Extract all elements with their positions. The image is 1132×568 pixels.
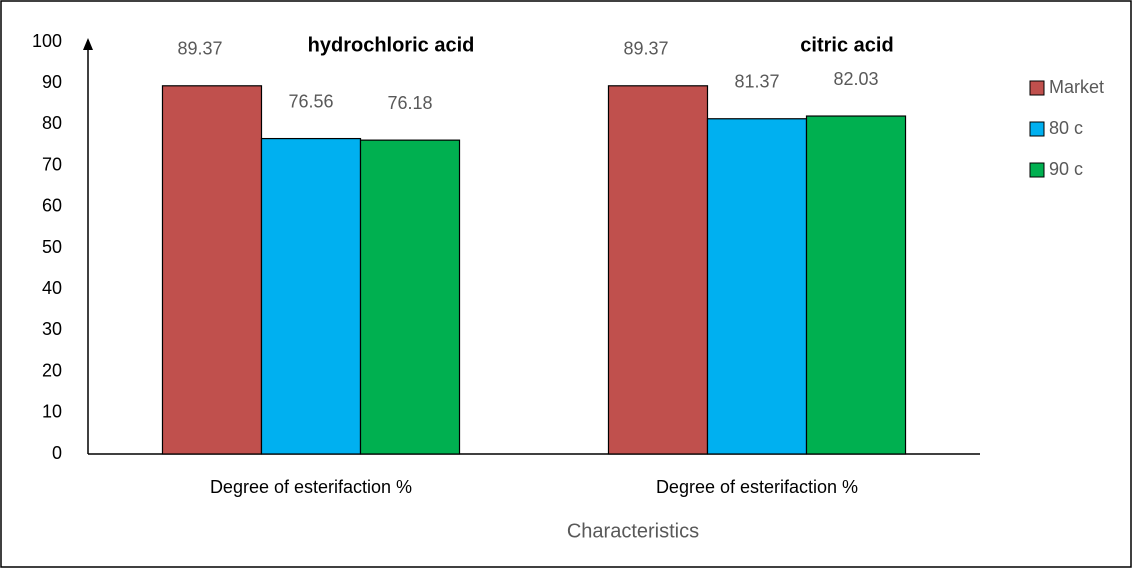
y-axis-arrow [83, 38, 93, 50]
y-tick-label: 20 [42, 360, 62, 380]
bar [359, 139, 461, 455]
y-tick-label: 60 [42, 196, 62, 216]
x-tick-label: Degree of esterifaction % [656, 477, 858, 497]
y-tick-label: 40 [42, 278, 62, 298]
y-tick-label: 30 [42, 319, 62, 339]
bar [260, 137, 362, 455]
legend-label: 90 c [1049, 159, 1083, 179]
x-axis-label: Characteristics [567, 520, 699, 542]
value-label: 76.18 [387, 93, 432, 113]
legend-label: 80 c [1049, 118, 1083, 138]
x-tick-label: Degree of esterifaction % [210, 477, 412, 497]
value-label: 89.37 [177, 39, 222, 59]
y-tick-label: 0 [52, 443, 62, 463]
y-tick-label: 70 [42, 154, 62, 174]
bar [161, 85, 263, 455]
bar [706, 118, 808, 455]
value-label: 76.56 [288, 91, 333, 111]
bar [607, 85, 709, 455]
y-tick-label: 10 [42, 402, 62, 422]
value-label: 89.37 [623, 39, 668, 59]
legend-swatch [1029, 121, 1045, 137]
annotation: citric acid [800, 34, 893, 56]
value-label: 82.03 [833, 69, 878, 89]
legend-swatch [1029, 80, 1045, 96]
legend-swatch [1029, 162, 1045, 178]
bar [805, 115, 907, 455]
value-label: 81.37 [734, 72, 779, 92]
y-tick-label: 50 [42, 237, 62, 257]
annotation: hydrochloric acid [308, 34, 475, 56]
y-tick-label: 80 [42, 113, 62, 133]
y-tick-label: 90 [42, 72, 62, 92]
y-tick-label: 100 [32, 31, 62, 51]
legend-label: Market [1049, 77, 1104, 97]
